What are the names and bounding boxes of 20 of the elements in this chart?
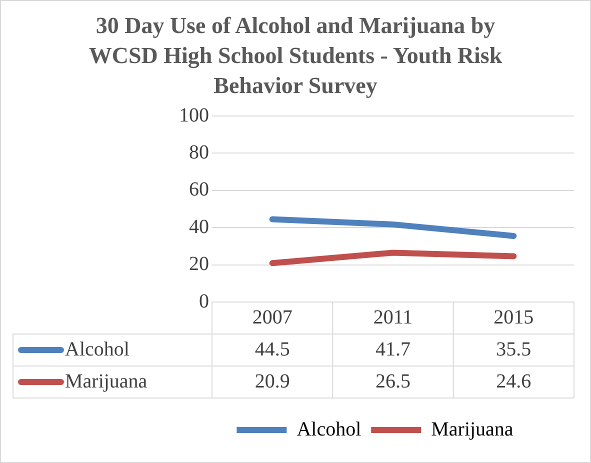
y-tick-label: 60 <box>189 178 209 201</box>
y-tick-label: 80 <box>189 141 209 164</box>
data-label: 20.9 <box>254 370 290 392</box>
data-label: 41.7 <box>376 338 410 360</box>
legend-label: Alcohol <box>65 338 130 360</box>
text: Alcohol <box>296 418 362 440</box>
y-tick-label: 20 <box>189 253 209 276</box>
x-tick-label: 2015 <box>494 306 534 328</box>
data-label: 44.5 <box>254 338 290 360</box>
data-label: 24.6 <box>496 370 532 392</box>
x-tick-label: 2007 <box>252 306 292 328</box>
text: Marijuana <box>65 370 148 392</box>
data-label: 26.5 <box>376 370 410 392</box>
chart-title: 30 Day Use of Alcohol and Marijuana by WCSD High School Students - Youth Risk Behavior Survey <box>88 12 504 100</box>
y-tick-label: 100 <box>179 104 209 126</box>
y-tick-label: 40 <box>189 216 209 238</box>
x-tick-label: 2011 <box>373 306 413 328</box>
y-tick-label: 0 <box>199 290 209 312</box>
data-label: 35.5 <box>496 338 532 360</box>
legend-label: Marijuana <box>431 418 514 440</box>
